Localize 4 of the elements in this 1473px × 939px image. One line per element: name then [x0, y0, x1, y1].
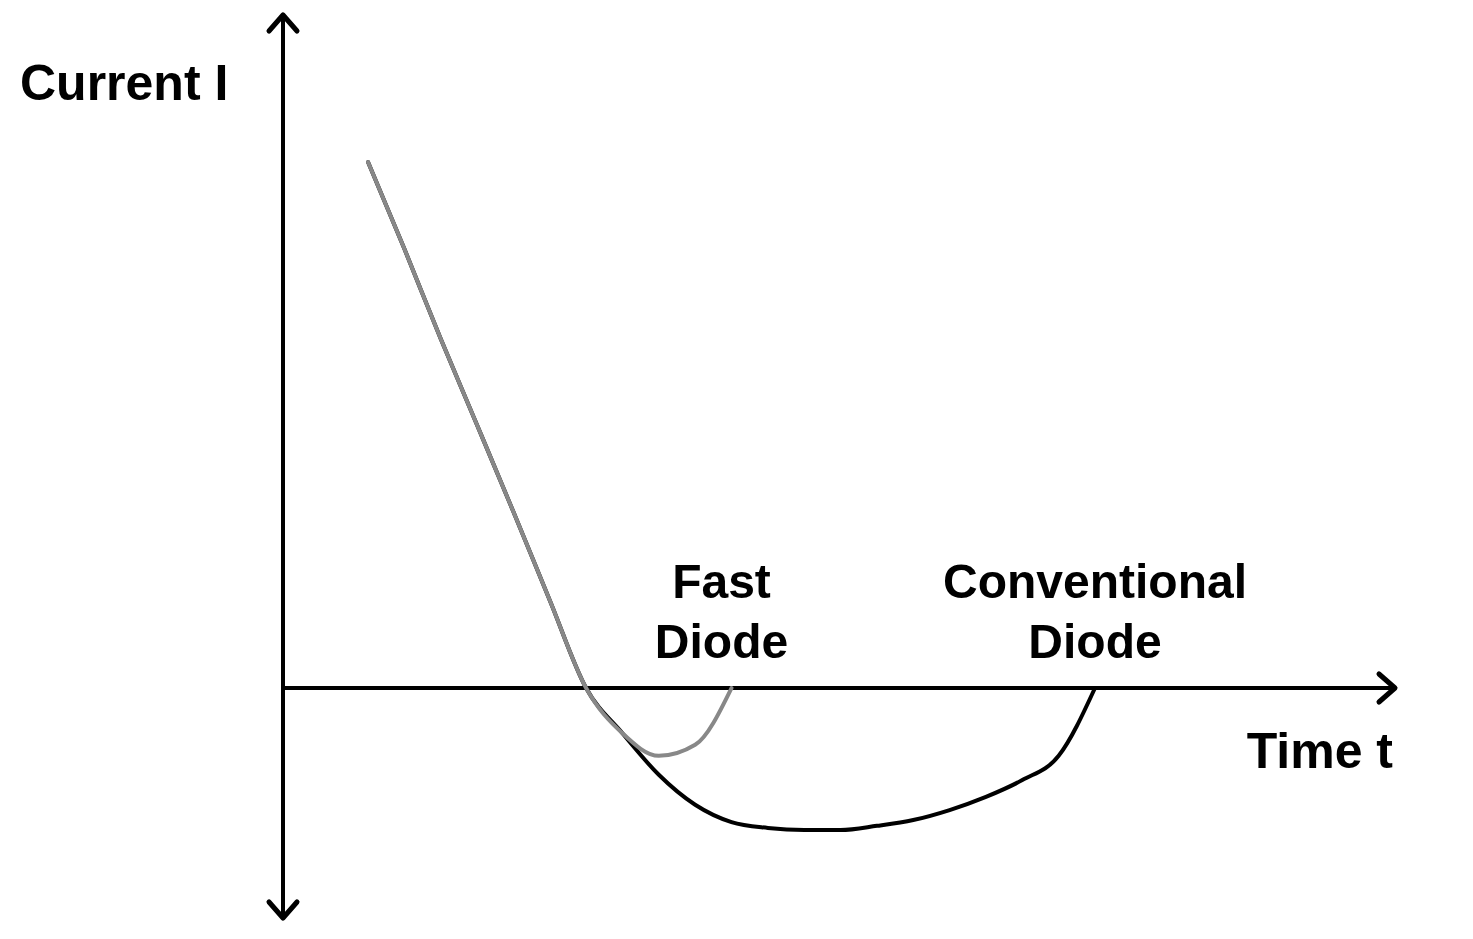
x-axis-title: Time t — [1246, 723, 1394, 779]
series-label: Conventional Diode — [942, 555, 1248, 668]
series-label: Fast Diode — [654, 555, 789, 668]
y-axis-title: Current I — [20, 55, 229, 111]
